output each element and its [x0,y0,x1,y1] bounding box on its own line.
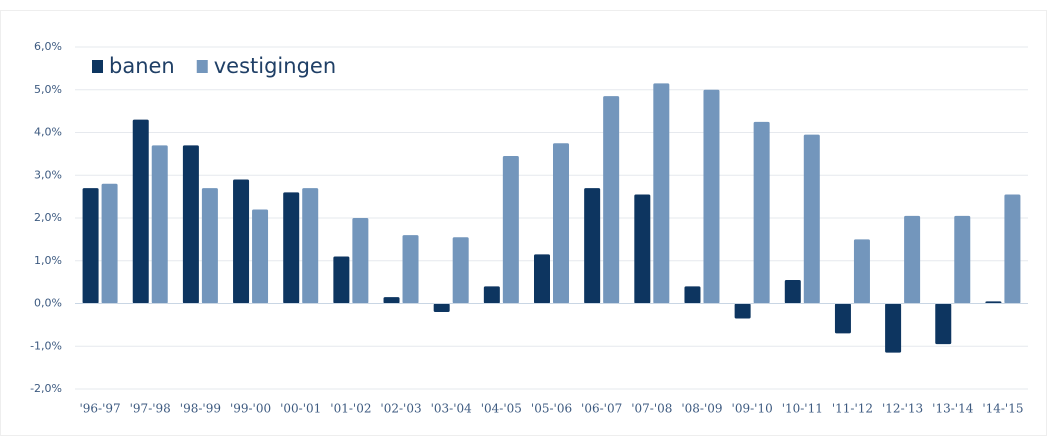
bar [985,301,1002,304]
bar [383,297,400,304]
bar [151,145,168,304]
bar [302,188,319,304]
bar [182,145,199,304]
x-tick-label: '06-'07 [581,402,622,416]
bar [904,215,921,304]
y-tick-label: 0,0% [34,297,62,310]
bar [553,143,569,304]
bar [634,194,651,304]
y-tick-label: 5,0% [34,83,62,96]
x-tick-label: '10-'11 [782,402,823,416]
x-tick-label: '00-'01 [280,402,321,416]
bar [201,188,218,304]
x-tick-label: '03-'04 [431,402,473,416]
x-tick-label: '97-'98 [130,402,171,416]
y-tick-label: 6,0% [34,40,62,53]
x-tick-label: '99-'00 [230,402,271,416]
legend-swatch [196,60,208,73]
bar [954,215,971,304]
x-tick-label: '04-'05 [481,402,522,416]
bar [834,303,851,334]
bar [1004,194,1021,304]
bar [803,134,820,304]
legend-label: vestigingen [214,54,336,78]
x-tick-label: '11-'12 [832,402,873,416]
legend-swatch [92,60,103,73]
bar [653,83,670,304]
bar [584,188,601,304]
bar [603,96,620,304]
bar [502,156,519,304]
bar [703,89,720,304]
y-tick-label: 1,0% [34,254,62,267]
bar [283,192,300,304]
bar [333,256,350,304]
legend-label: banen [109,54,175,78]
bar [352,218,369,304]
x-tick-label: '09-'10 [732,402,773,416]
y-tick-label: -2,0% [30,382,62,395]
x-tick-label: '07-'08 [631,402,672,416]
bar [784,279,801,304]
x-tick-label: '98-'99 [180,402,221,416]
bar [433,303,450,313]
bar [684,286,701,304]
x-tick-label: '12-'13 [882,402,923,416]
x-tick-label: '05-'06 [531,402,572,416]
x-tick-label: '13-'14 [932,402,974,416]
x-tick-label: '14-'15 [982,402,1023,416]
bar [252,209,269,304]
bar [534,254,550,304]
x-tick-label: '96-'97 [79,402,120,416]
bar [452,237,469,304]
bar [753,121,770,304]
y-tick-label: 3,0% [34,168,62,181]
bar [885,303,902,353]
bar [82,188,99,304]
bar [853,239,870,304]
x-tick-label: '01-'02 [330,402,371,416]
bar [402,235,419,304]
bar [132,119,149,304]
y-tick-label: 2,0% [34,211,62,224]
bar [734,303,751,319]
x-tick-label: '08-'09 [681,402,722,416]
bar [483,286,500,304]
y-tick-label: 4,0% [34,126,62,139]
bar [935,303,952,345]
bar [233,179,250,304]
frame [0,10,1047,436]
y-tick-label: -1,0% [30,339,62,352]
x-tick-label: '02-'03 [380,402,421,416]
bar [101,183,118,304]
